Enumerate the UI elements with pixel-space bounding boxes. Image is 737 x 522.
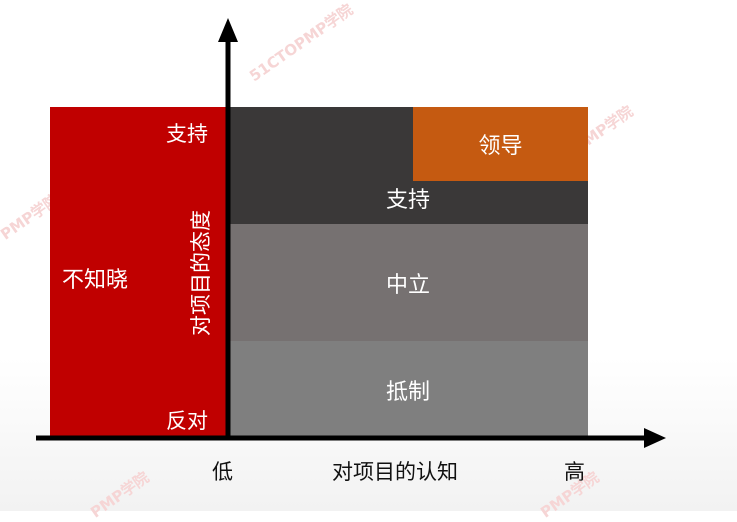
axes bbox=[36, 18, 666, 448]
leading-region: 领导 bbox=[413, 107, 588, 181]
y-axis-high-label: 支持 bbox=[166, 122, 208, 146]
x-axis-title: 对项目的认知 bbox=[332, 460, 458, 484]
y-axis-low-label: 反对 bbox=[166, 409, 208, 433]
resistant-region: 抵制 bbox=[228, 341, 588, 438]
leading-label: 领导 bbox=[478, 134, 523, 159]
x-axis-high-label: 高 bbox=[564, 460, 585, 484]
neutral-label: 中立 bbox=[385, 272, 430, 298]
neutral-region: 中立 bbox=[228, 224, 588, 341]
resistant-label: 抵制 bbox=[385, 379, 430, 405]
unaware-label: 不知晓 bbox=[62, 268, 129, 293]
unaware-region bbox=[50, 107, 226, 438]
x-axis-arrowhead bbox=[644, 428, 666, 448]
y-axis-arrowhead bbox=[218, 18, 238, 42]
supportive-label: 支持 bbox=[385, 188, 430, 213]
x-axis-low-label: 低 bbox=[212, 460, 233, 484]
